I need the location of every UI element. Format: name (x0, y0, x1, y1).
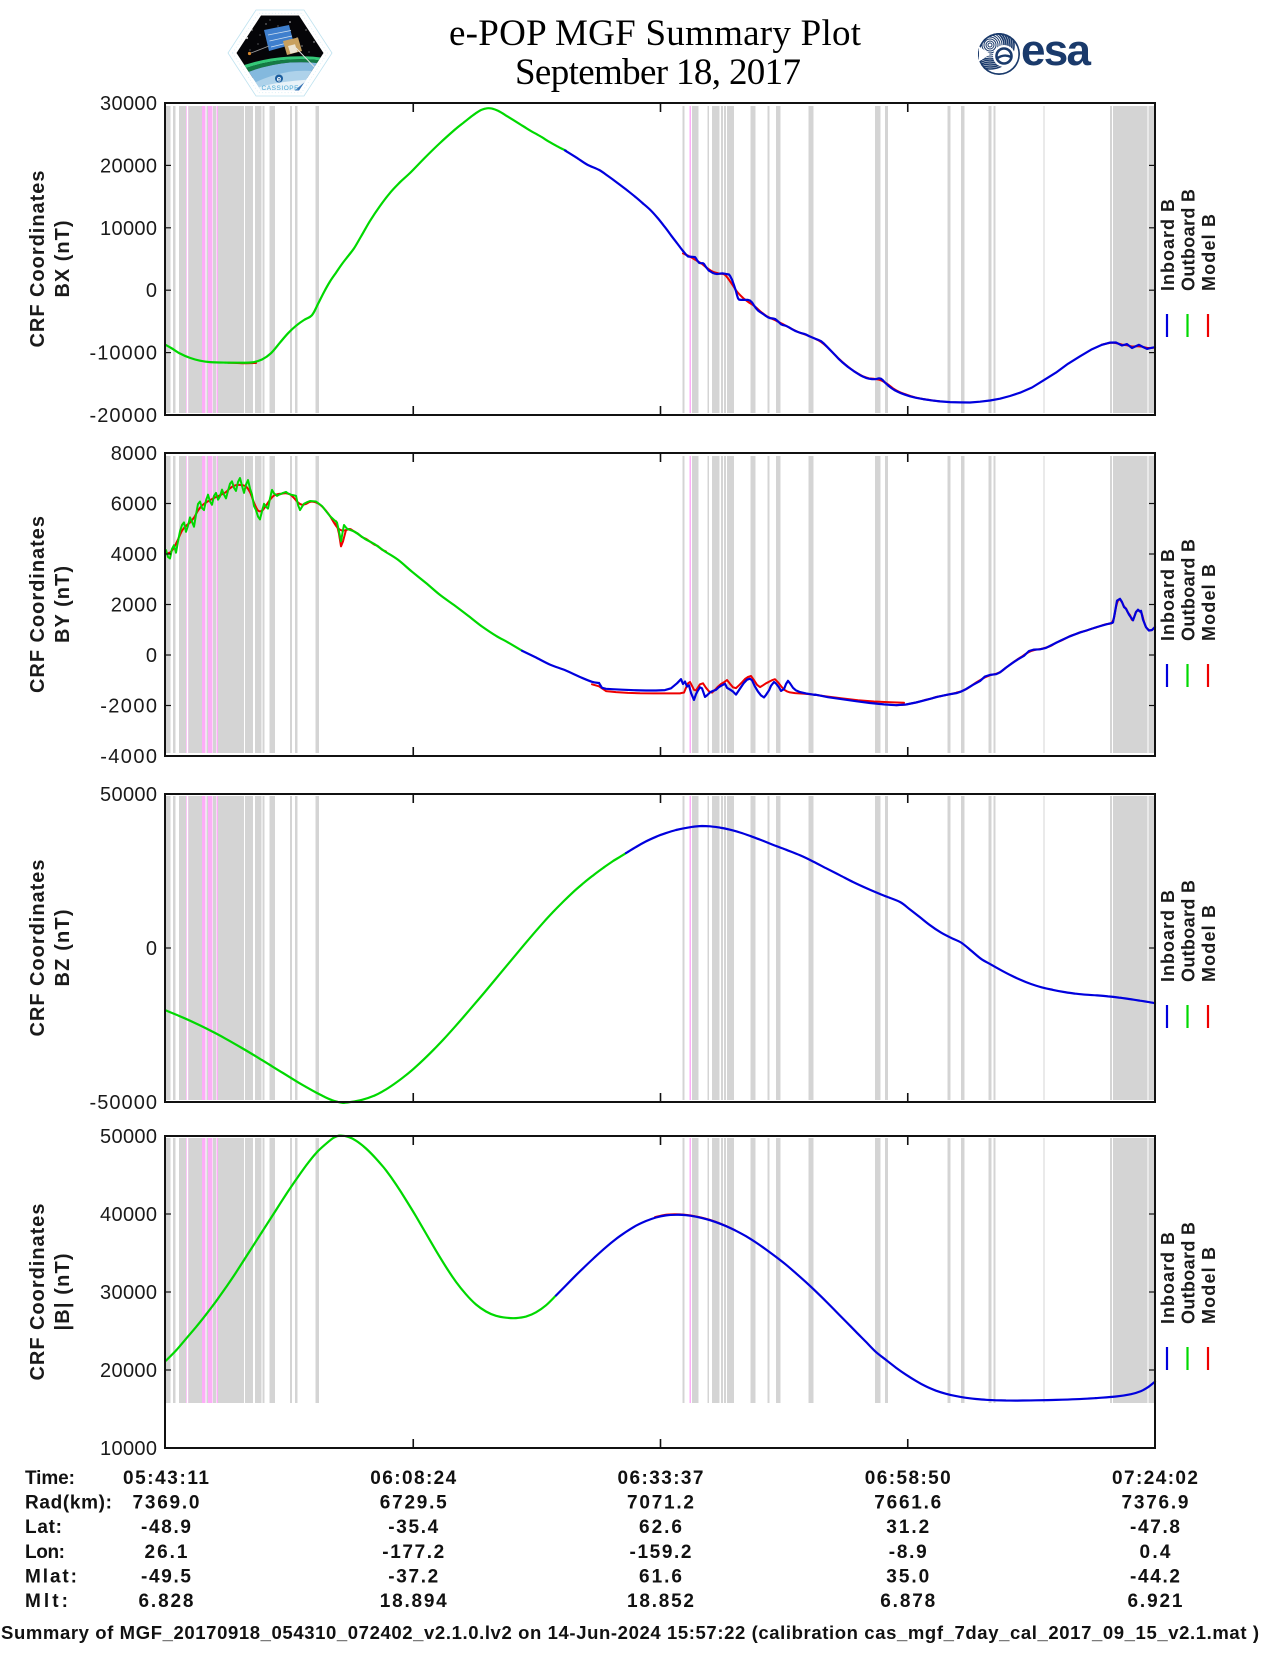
svg-text:Model B: Model B (1199, 564, 1219, 641)
svg-text:-47.8: -47.8 (1130, 1517, 1180, 1538)
svg-text:18.894: 18.894 (380, 1591, 447, 1612)
svg-text:-50000: -50000 (90, 1092, 158, 1114)
svg-text:6.878: 6.878 (880, 1591, 935, 1612)
svg-text:6729.5: 6729.5 (380, 1493, 447, 1514)
svg-text:BX (nT): BX (nT) (52, 221, 74, 298)
svg-text:50000: 50000 (100, 784, 157, 806)
svg-text:-4000: -4000 (100, 746, 157, 768)
svg-text:18.852: 18.852 (627, 1591, 694, 1612)
svg-text:6.921: 6.921 (1128, 1591, 1183, 1612)
svg-text:Model B: Model B (1199, 214, 1219, 291)
svg-text:Outboard B: Outboard B (1179, 880, 1199, 982)
svg-text:Mlat:: Mlat: (25, 1566, 77, 1587)
svg-text:7369.0: 7369.0 (133, 1493, 200, 1514)
svg-text:-48.9: -48.9 (141, 1517, 191, 1538)
svg-text:62.6: 62.6 (639, 1517, 682, 1538)
svg-text:6.828: 6.828 (139, 1591, 194, 1612)
svg-text:10000: 10000 (100, 1438, 157, 1460)
svg-text:esa: esa (1021, 26, 1092, 75)
svg-text:26.1: 26.1 (145, 1542, 188, 1563)
svg-text:35.0: 35.0 (886, 1566, 929, 1587)
svg-text:BY (nT): BY (nT) (52, 566, 74, 643)
svg-text:6000: 6000 (111, 494, 157, 516)
svg-text:10000: 10000 (100, 218, 157, 240)
svg-text:Outboard B: Outboard B (1179, 189, 1199, 291)
svg-text:Lat:: Lat: (25, 1517, 62, 1538)
svg-text:Summary of MGF_20170918_054310: Summary of MGF_20170918_054310_072402_v2… (1, 1622, 1259, 1643)
svg-text:-20000: -20000 (90, 405, 158, 427)
svg-text:61.6: 61.6 (639, 1566, 682, 1587)
svg-text:30000: 30000 (100, 1282, 157, 1304)
svg-text:-37.2: -37.2 (388, 1566, 438, 1587)
svg-text:20000: 20000 (100, 1360, 157, 1382)
svg-text:-44.2: -44.2 (1130, 1566, 1180, 1587)
svg-text:0: 0 (146, 280, 157, 302)
svg-text:Inboard B: Inboard B (1158, 549, 1178, 641)
svg-text:07:24:02: 07:24:02 (1112, 1468, 1198, 1489)
svg-text:Inboard B: Inboard B (1158, 890, 1178, 982)
svg-text:CRF Coordinates: CRF Coordinates (27, 171, 49, 348)
svg-text:0.4: 0.4 (1140, 1542, 1171, 1563)
svg-text:06:58:50: 06:58:50 (865, 1468, 951, 1489)
svg-text:06:08:24: 06:08:24 (370, 1468, 456, 1489)
svg-text:Model B: Model B (1199, 905, 1219, 982)
svg-text:30000: 30000 (100, 93, 157, 115)
svg-text:Mlt:: Mlt: (25, 1591, 68, 1612)
svg-text:CRF Coordinates: CRF Coordinates (27, 1204, 49, 1381)
svg-text:-49.5: -49.5 (141, 1566, 191, 1587)
svg-text:7376.9: 7376.9 (1122, 1493, 1189, 1514)
svg-text:Time:: Time: (25, 1468, 75, 1489)
svg-text:Inboard B: Inboard B (1158, 1232, 1178, 1324)
svg-text:CRF Coordinates: CRF Coordinates (27, 860, 49, 1037)
svg-text:September 18, 2017: September 18, 2017 (515, 52, 801, 93)
svg-text:-2000: -2000 (100, 696, 157, 718)
svg-text:0: 0 (146, 645, 157, 667)
svg-text:BZ (nT): BZ (nT) (52, 910, 74, 987)
svg-text:Inboard B: Inboard B (1158, 199, 1178, 291)
svg-text:Lon:: Lon: (25, 1542, 65, 1563)
svg-text:e: e (277, 75, 282, 84)
svg-text:2000: 2000 (111, 595, 157, 617)
svg-text:e-POP MGF Summary Plot: e-POP MGF Summary Plot (449, 13, 862, 54)
svg-text:Model B: Model B (1199, 1247, 1219, 1324)
svg-text:Rad(km):: Rad(km): (25, 1493, 112, 1514)
svg-text:Outboard B: Outboard B (1179, 1222, 1199, 1324)
svg-text:4000: 4000 (111, 544, 157, 566)
svg-text:CRF Coordinates: CRF Coordinates (27, 516, 49, 693)
svg-text:-35.4: -35.4 (388, 1517, 438, 1538)
svg-text:-10000: -10000 (90, 343, 158, 365)
svg-text:20000: 20000 (100, 155, 157, 177)
svg-text:0: 0 (146, 938, 157, 960)
svg-text:31.2: 31.2 (886, 1517, 929, 1538)
svg-text:CASSIOPE: CASSIOPE (262, 85, 300, 92)
svg-text:7071.2: 7071.2 (627, 1493, 694, 1514)
svg-text:06:33:37: 06:33:37 (618, 1468, 704, 1489)
svg-text:Outboard B: Outboard B (1179, 539, 1199, 641)
svg-text:40000: 40000 (100, 1204, 157, 1226)
svg-text:|B| (nT): |B| (nT) (52, 1254, 74, 1331)
svg-text:8000: 8000 (111, 443, 157, 465)
svg-text:50000: 50000 (100, 1126, 157, 1148)
svg-text:7661.6: 7661.6 (874, 1493, 941, 1514)
